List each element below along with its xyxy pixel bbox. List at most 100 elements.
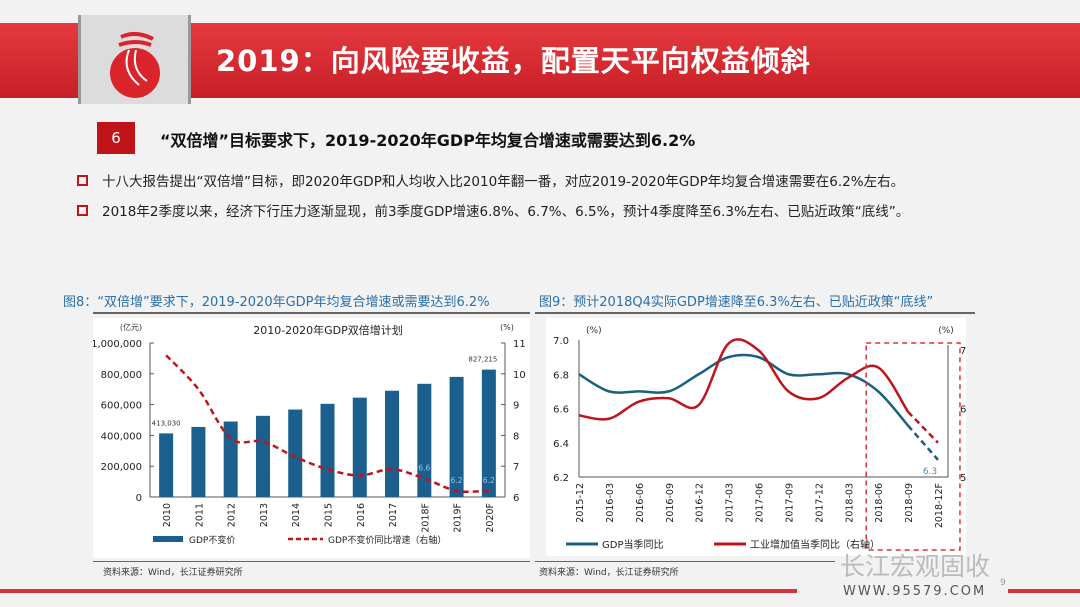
x-tick-label: 2010 <box>162 503 173 527</box>
bullet-text: 十八大报告提出“双倍增”目标，即2020年GDP和人均收入比2010年翻一番，对… <box>102 174 905 190</box>
data-label: 6.2 <box>483 476 495 485</box>
bar <box>255 415 270 497</box>
legend-swatch <box>153 536 183 542</box>
gdp-forecast-line <box>907 424 939 461</box>
left-tick-label: 600,000 <box>101 401 142 412</box>
x-tick-label: 2013 <box>259 503 270 527</box>
divider <box>93 561 530 562</box>
x-tick-label: 2018-03 <box>844 483 855 523</box>
right-tick-label: 10 <box>513 370 526 381</box>
chart-8-panel: 2010-2020年GDP双倍增计划 (亿元) (%) 0 200,000 400,000… <box>91 318 530 558</box>
right-tick-label: 8 <box>513 431 519 442</box>
x-tick-label: 2019F <box>453 503 464 533</box>
page-number: 9 <box>1000 578 1006 588</box>
x-tick-label: 2018-06 <box>874 483 885 523</box>
divider <box>93 312 530 314</box>
square-bullet-icon <box>77 174 88 186</box>
left-tick-label: 200,000 <box>101 462 142 473</box>
x-tick-label: 2018F <box>420 503 431 533</box>
bar <box>288 409 303 497</box>
section-number: 6 <box>97 122 135 154</box>
data-label: 6.3 <box>923 467 937 477</box>
data-label: 6.2 <box>451 476 463 485</box>
figure-8-source: 资料来源：Wind，长江证券研究所 <box>103 568 243 578</box>
right-axis-unit: (%) <box>938 326 954 336</box>
left-tick-label: 400,000 <box>101 431 142 442</box>
x-tick-label: 2016-12 <box>695 483 706 523</box>
x-tick-label: 2015 <box>324 503 335 527</box>
website-url: WWW.95579.COM <box>843 584 987 599</box>
x-tick-label: 2016-03 <box>605 483 616 523</box>
figure-9-source: 资料来源：Wind，长江证券研究所 <box>539 568 679 578</box>
x-tick-label: 2015-12 <box>575 483 586 523</box>
footer-red-line <box>1008 589 1080 593</box>
bar <box>191 426 206 497</box>
phoenix-logo-icon <box>110 32 160 98</box>
chart-9-panel: (%) (%) 6.2 6.4 6.6 6.8 7.0 5 6 7 2015-12 2016-03 20… <box>546 318 966 556</box>
x-tick-label: 2017-06 <box>755 483 766 523</box>
gdp-forecast-chart: (%) (%) 6.2 6.4 6.6 6.8 7.0 5 6 7 2015-12 2016-03 20… <box>553 326 966 551</box>
x-tick-label: 2012 <box>227 503 238 527</box>
x-tick-label: 2016 <box>356 503 367 527</box>
bar <box>320 403 335 497</box>
x-tick-label: 2018-09 <box>904 483 915 523</box>
footer-red-line <box>0 589 797 593</box>
x-tick-label: 2017-03 <box>725 483 736 523</box>
industry-forecast-line <box>907 411 939 444</box>
bar <box>352 397 367 497</box>
section-heading: “双倍增”目标要求下，2019-2020年GDP年均复合增速或需要达到6.2% <box>160 131 696 150</box>
divider <box>535 561 835 562</box>
figure-9-caption: 图9：预计2018Q4实际GDP增速降至6.3%左右、已贴近政策“底线” <box>539 295 934 310</box>
left-tick-label: 800,000 <box>101 370 142 381</box>
left-tick-label: 6.8 <box>553 370 569 381</box>
bar <box>385 390 400 497</box>
page-title: 2019：向风险要收益，配置天平向权益倾斜 <box>216 44 811 78</box>
gdp-line <box>578 353 910 427</box>
x-tick-label: 2017-12 <box>814 483 825 523</box>
highlight-box <box>865 342 961 551</box>
left-tick-label: 7.0 <box>553 336 569 347</box>
bar <box>481 369 496 497</box>
data-label: 6.6 <box>418 464 430 473</box>
figure-8-caption: 图8：“双倍增”要求下，2019-2020年GDP年均复合增速或需要达到6.2% <box>63 295 490 310</box>
bullet-text: 2018年2季度以来，经济下行压力逐渐显现，前3季度GDP增速6.8%、6.7%… <box>102 204 910 220</box>
left-tick-label: 6.6 <box>553 405 569 416</box>
right-tick-label: 7 <box>960 346 966 357</box>
right-tick-label: 6 <box>960 405 966 416</box>
chart-title: 2010-2020年GDP双倍增计划 <box>253 323 403 337</box>
data-label: 413,030 <box>152 419 181 427</box>
left-axis-unit: (亿元) <box>120 322 142 332</box>
right-tick-label: 5 <box>960 473 966 484</box>
x-tick-label: 2011 <box>194 503 205 527</box>
left-axis-unit: (%) <box>586 326 602 336</box>
logo <box>78 15 191 104</box>
industry-line <box>578 338 910 421</box>
bullet-item: 2018年2季度以来，经济下行压力逐渐显现，前3季度GDP增速6.8%、6.7%… <box>77 200 909 220</box>
legend-label: GDP不变价同比增速（右轴） <box>328 534 446 546</box>
left-tick-label: 0 <box>136 493 142 504</box>
gdp-doubling-chart: 2010-2020年GDP双倍增计划 (亿元) (%) 0 200,000 400,000… <box>91 322 526 546</box>
right-tick-label: 7 <box>513 462 519 473</box>
bar <box>223 421 238 497</box>
right-tick-label: 11 <box>513 339 526 350</box>
bullet-item: 十八大报告提出“双倍增”目标，即2020年GDP和人均收入比2010年翻一番，对… <box>77 170 904 190</box>
x-tick-label: 2014 <box>291 503 302 527</box>
bar <box>449 376 464 497</box>
x-tick-label: 2016-06 <box>635 483 646 523</box>
legend-label: GDP不变价 <box>189 534 235 546</box>
divider <box>535 312 975 314</box>
left-tick-label: 6.4 <box>553 439 569 450</box>
right-tick-label: 6 <box>513 493 519 504</box>
bar <box>159 433 174 497</box>
square-bullet-icon <box>77 204 88 216</box>
growth-line <box>165 354 489 493</box>
x-tick-label: 2018-12F <box>934 483 945 528</box>
x-tick-label: 2017 <box>388 503 399 527</box>
right-tick-label: 9 <box>513 401 519 412</box>
legend-label: 工业增加值当季同比（右轴） <box>750 538 880 551</box>
right-axis-unit: (%) <box>500 323 514 332</box>
left-tick-label: 6.2 <box>553 473 569 484</box>
left-tick-label: 1,000,000 <box>93 339 142 350</box>
legend-label: GDP当季同比 <box>602 538 663 551</box>
watermark: 长江宏观固收 <box>840 552 991 581</box>
